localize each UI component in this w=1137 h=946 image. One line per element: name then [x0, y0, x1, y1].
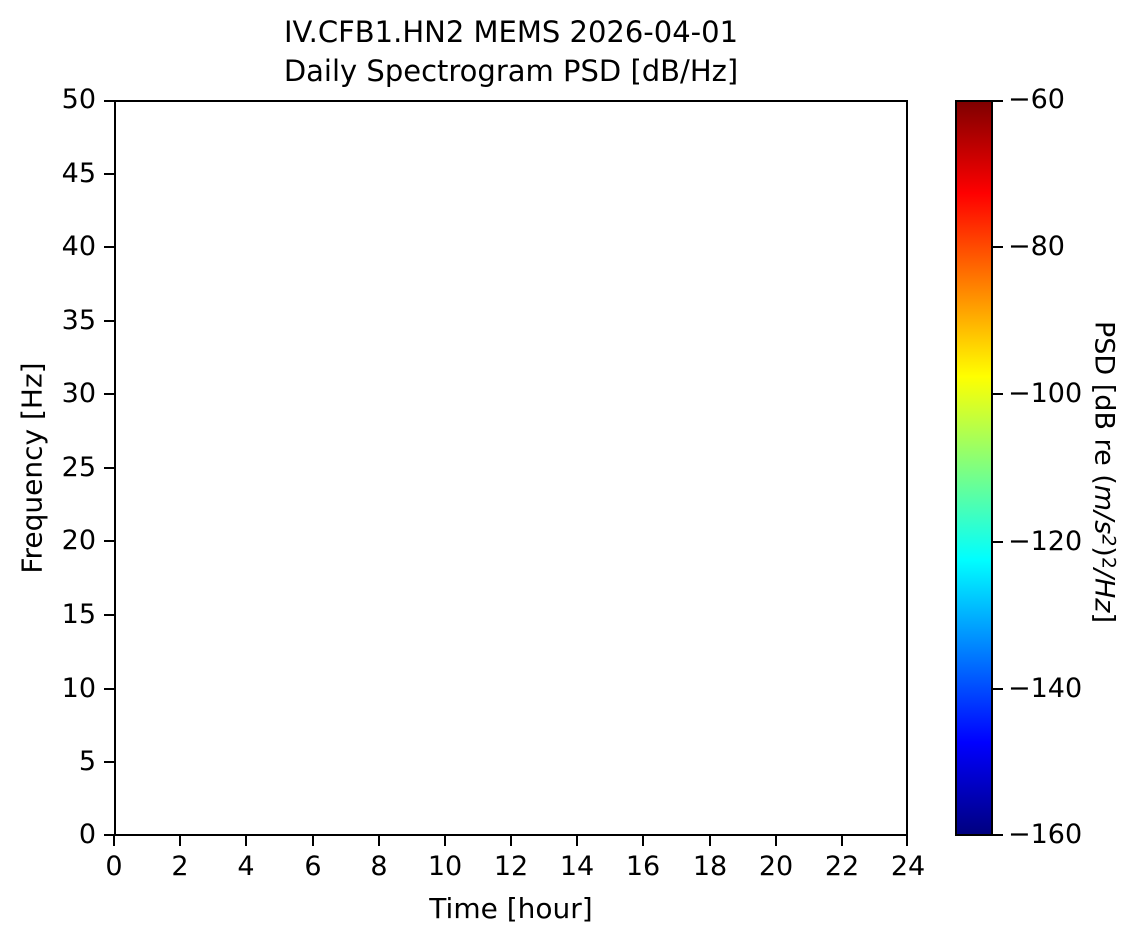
colorbar-tick-label: −160 [1008, 819, 1083, 850]
x-tick [113, 836, 115, 846]
y-axis-label: Frequency [Hz] [15, 362, 49, 574]
colorbar-tick [993, 100, 1003, 102]
x-tick-label: 14 [559, 851, 595, 882]
colorbar-tick [993, 393, 1003, 395]
y-tick-label: 20 [61, 525, 96, 556]
x-tick-label: 12 [493, 851, 529, 882]
y-tick-label: 15 [61, 599, 96, 630]
colorbar-tick-label: −80 [1008, 231, 1065, 262]
y-tick [104, 246, 114, 248]
colorbar-tick [993, 834, 1003, 836]
y-tick [104, 393, 114, 395]
x-tick-label: 18 [692, 851, 728, 882]
colorbar-label-slash: / [1088, 568, 1120, 578]
y-tick [104, 467, 114, 469]
y-tick-label: 50 [61, 84, 96, 115]
y-tick [104, 614, 114, 616]
colorbar-tick [993, 246, 1003, 248]
y-tick [104, 688, 114, 690]
x-tick [312, 836, 314, 846]
y-tick-label: 0 [78, 819, 96, 850]
colorbar-label-prefix: PSD [dB re ( [1088, 320, 1120, 485]
y-tick [104, 834, 114, 836]
x-tick-label: 20 [758, 851, 794, 882]
x-tick [841, 836, 843, 846]
colorbar-tick [993, 688, 1003, 690]
x-tick [510, 836, 512, 846]
x-tick-label: 6 [304, 851, 322, 882]
y-tick-label: 30 [61, 378, 96, 409]
colorbar-tick-label: −100 [1008, 378, 1083, 409]
y-tick-label: 40 [61, 231, 96, 262]
x-tick-label: 24 [890, 851, 926, 882]
chart-title-line2: Daily Spectrogram PSD [dB/Hz] [283, 54, 739, 88]
plot-area [114, 100, 908, 836]
y-tick-label: 10 [61, 673, 96, 704]
x-tick-label: 0 [105, 851, 123, 882]
y-tick [104, 540, 114, 542]
colorbar-label-ms: m/s [1088, 484, 1120, 535]
colorbar-gradient [955, 100, 993, 836]
colorbar-label-hz: Hz [1088, 577, 1120, 613]
x-tick-label: 16 [625, 851, 661, 882]
y-tick-label: 35 [61, 305, 96, 336]
x-tick [642, 836, 644, 846]
x-tick [775, 836, 777, 846]
x-tick-label: 8 [370, 851, 388, 882]
colorbar-tick [993, 541, 1003, 543]
x-tick [179, 836, 181, 846]
y-tick [104, 320, 114, 322]
x-tick-label: 2 [171, 851, 189, 882]
y-tick-label: 5 [78, 746, 96, 777]
x-tick-label: 10 [427, 851, 463, 882]
chart-title: IV.CFB1.HN2 MEMS 2026-04-01 Daily Spectr… [114, 13, 908, 91]
colorbar-label-suffix: ] [1088, 612, 1120, 624]
colorbar-axis-label: PSD [dB re (m/s2)2/Hz] [1089, 321, 1120, 623]
x-tick [444, 836, 446, 846]
y-tick [104, 100, 114, 102]
colorbar-tick-label: −140 [1008, 673, 1083, 704]
x-tick-label: 4 [237, 851, 255, 882]
colorbar-label-sup2: 2 [1097, 556, 1120, 569]
colorbar-label-sup1: 2 [1097, 534, 1120, 547]
y-tick-label: 45 [61, 158, 96, 189]
x-tick-label: 22 [824, 851, 860, 882]
y-tick [104, 761, 114, 763]
x-axis-label: Time [hour] [429, 892, 593, 925]
colorbar-tick-label: −120 [1008, 526, 1083, 557]
x-tick [906, 836, 908, 846]
colorbar-label-paren: ) [1088, 546, 1120, 557]
x-tick [245, 836, 247, 846]
x-tick [378, 836, 380, 846]
colorbar-tick-label: −60 [1008, 84, 1065, 115]
x-tick [709, 836, 711, 846]
y-tick [104, 173, 114, 175]
chart-title-line1: IV.CFB1.HN2 MEMS 2026-04-01 [283, 15, 739, 49]
x-tick [576, 836, 578, 846]
y-tick-label: 25 [61, 452, 96, 483]
